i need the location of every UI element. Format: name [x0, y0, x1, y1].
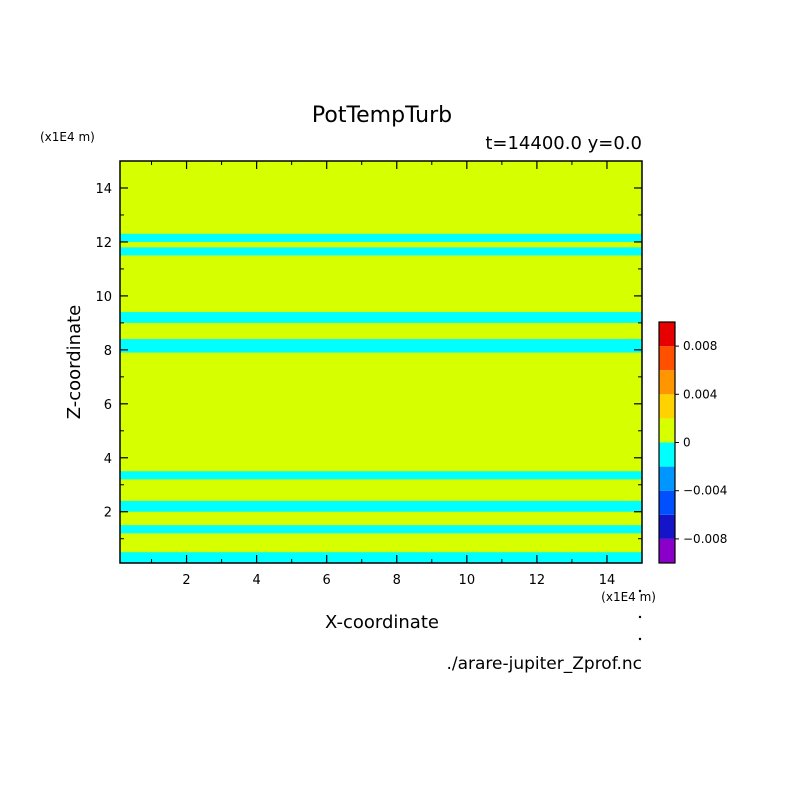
- x-tick-label: 4: [252, 573, 260, 588]
- y-axis-label: Z-coordinate: [64, 305, 85, 420]
- colorbar-swatch: [659, 322, 675, 347]
- y-tick-label: 8: [104, 344, 112, 359]
- marker-dot: [638, 637, 642, 641]
- plot-background: [120, 161, 642, 563]
- x-tick-label: 8: [393, 573, 401, 588]
- colorbar-swatch: [659, 394, 675, 419]
- x-axis-unit: (x1E4 m): [601, 590, 656, 604]
- marker-dot: [638, 615, 642, 619]
- y-tick-label: 6: [104, 398, 112, 413]
- colorbar-swatch: [659, 442, 675, 467]
- colorbar-swatch: [659, 370, 675, 395]
- x-tick-label: 12: [529, 573, 546, 588]
- colorbar-swatch: [659, 346, 675, 371]
- contour-region: [120, 552, 642, 563]
- y-tick-label: 14: [95, 182, 112, 197]
- source-filename: ./arare-jupiter_Zprof.nc: [446, 654, 642, 674]
- colorbar-tick-label: 0.004: [683, 387, 717, 401]
- marker-dot: [638, 589, 642, 593]
- contour-region: [120, 247, 642, 256]
- colorbar-tick-label: −0.004: [683, 484, 727, 498]
- x-tick-label: 6: [323, 573, 331, 588]
- colorbar-swatch: [659, 418, 675, 443]
- x-tick-label: 10: [459, 573, 476, 588]
- x-tick-label: 2: [182, 573, 190, 588]
- colorbar-swatch: [659, 514, 675, 539]
- contour-region: [120, 471, 642, 480]
- contour-regions: [120, 233, 642, 563]
- y-axis-ticks: 2 4 6 8 10 12 14: [95, 160, 642, 540]
- colorbar-swatch: [659, 538, 675, 563]
- y-tick-label: 4: [104, 452, 112, 467]
- colorbar-tick-label: 0: [683, 436, 691, 450]
- x-tick-label: 14: [599, 573, 616, 588]
- x-axis-ticks: 2 4 6 8 10 12 14: [151, 161, 643, 588]
- contour-region: [120, 339, 642, 353]
- colorbar-tick-label: 0.008: [683, 339, 717, 353]
- colorbar-swatch: [659, 490, 675, 515]
- colorbar-swatch: [659, 466, 675, 491]
- colorbar: 0.008 0.004 0 −0.004 −0.008: [658, 321, 727, 564]
- contour-region: [120, 312, 642, 323]
- contour-region: [120, 233, 642, 242]
- x-axis-label: X-coordinate: [325, 612, 439, 633]
- plot-frame: [119, 160, 643, 564]
- y-tick-label: 12: [95, 236, 112, 251]
- y-axis-unit: (x1E4 m): [40, 130, 95, 144]
- chart-subtitle: t=14400.0 y=0.0: [485, 133, 642, 154]
- y-tick-label: 10: [95, 290, 112, 305]
- colorbar-tick-label: −0.008: [683, 532, 727, 546]
- contour-region: [120, 500, 642, 512]
- contour-region: [120, 525, 642, 534]
- plot-area: [119, 160, 643, 564]
- chart-title: PotTempTurb: [312, 103, 452, 128]
- y-tick-label: 2: [104, 506, 112, 521]
